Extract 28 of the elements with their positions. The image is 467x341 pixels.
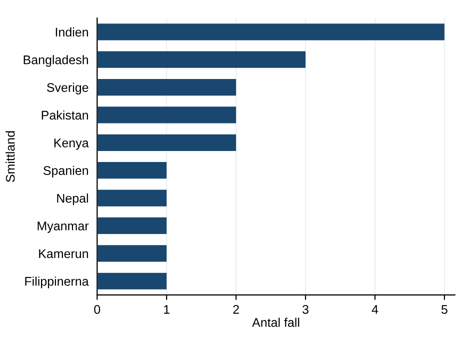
- bar: [97, 24, 444, 40]
- x-tick-label: 2: [233, 305, 239, 314]
- x-tick-label: 4: [372, 305, 378, 314]
- y-tick-label: Pakistan: [42, 110, 88, 120]
- bar: [97, 78, 236, 96]
- y-tick-label: Kenya: [54, 138, 89, 150]
- y-tick-label: Sverige: [46, 82, 88, 94]
- y-tick-label: Nepal: [57, 194, 88, 206]
- bar: [97, 245, 167, 262]
- y-tick-label: Filippinerna: [25, 276, 89, 288]
- y-tick-label: Indien: [56, 27, 88, 37]
- bar: [97, 134, 236, 151]
- x-tick-label: 0: [94, 305, 100, 314]
- x-axis-title: Antal fall: [252, 318, 300, 327]
- y-axis-title: Smittland: [6, 131, 15, 182]
- bar: [97, 51, 306, 68]
- bar: [97, 162, 167, 179]
- y-tick-label: Kamerun: [39, 249, 88, 258]
- y-tick-label: Myanmar: [38, 222, 89, 233]
- x-tick-label: 3: [302, 305, 308, 314]
- bar: [97, 272, 167, 290]
- x-tick-label: 5: [441, 305, 448, 314]
- y-tick-label: Spanien: [44, 166, 88, 178]
- x-tick-label: 1: [164, 305, 170, 314]
- y-tick-label: Bangladesh: [24, 55, 88, 67]
- bar: [97, 190, 167, 206]
- bar: [97, 106, 236, 124]
- bar: [97, 217, 167, 234]
